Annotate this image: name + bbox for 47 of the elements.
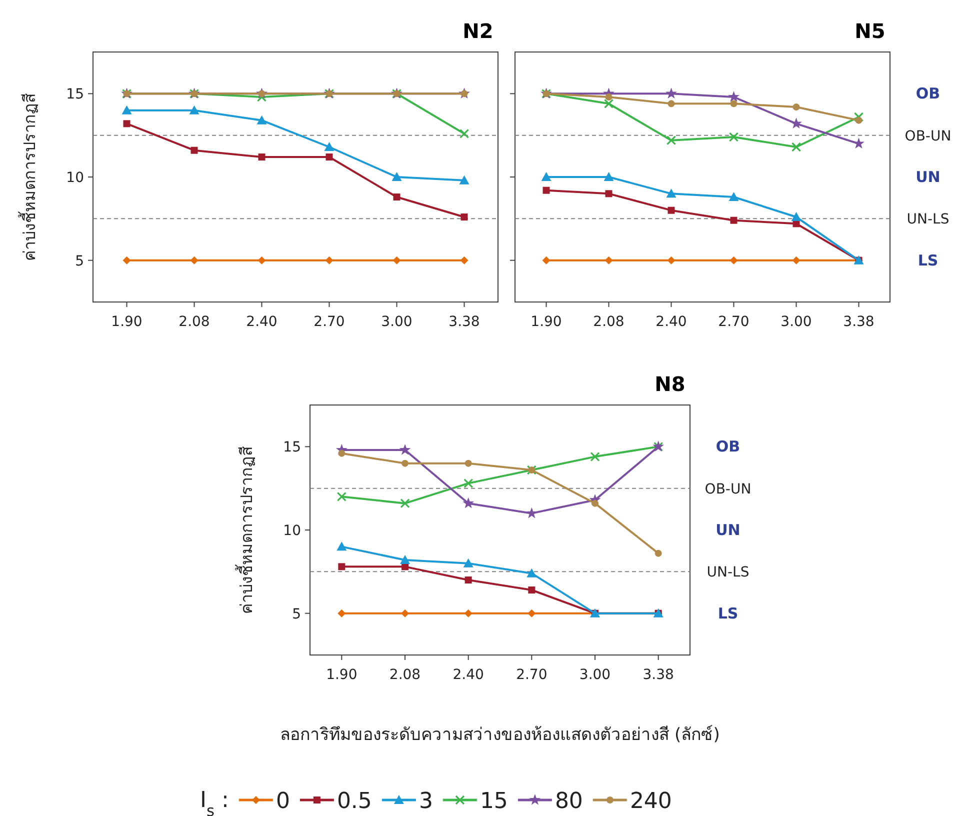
x-tick-label: 2.08 [389,667,421,683]
y-tick-label: 10 [283,523,301,539]
text: LS [718,604,738,622]
x-tick-label: 3.38 [642,667,674,683]
ref-line-label: OB-UN [704,481,752,498]
x-tick-label: 2.08 [178,314,210,330]
x-tick-label: 2.70 [314,314,345,330]
x-tick-label: 2.40 [656,314,687,330]
y-tick-label: 5 [292,606,301,622]
x-tick-label: 2.70 [516,667,548,683]
chart-title: N8 [654,372,686,396]
x-tick-label: 2.40 [246,314,278,330]
legend-label: 240 [630,789,672,814]
text: OB [716,438,740,456]
ref-line-label: OB-UN [904,128,952,144]
x-tick-label: 2.40 [452,667,484,683]
ref-line-label: UN-LS [706,564,750,581]
ref-line-label: UN-LS [906,212,950,228]
y-tick-label: 15 [283,440,301,456]
text: UN [916,168,940,186]
y-axis-title: ค่าบ่งชี้หมดการปรากฏสี [235,446,256,614]
x-axis-title: ลอการิทึมของระดับความสว่างของห้องแสดงตัวอย่างสี (ลักซ์) [280,725,720,745]
legend-label: 15 [480,789,508,814]
x-tick-label: 3.00 [780,314,812,330]
text: LS [918,251,938,270]
x-tick-label: 1.90 [326,667,358,683]
y-tick-label: 10 [66,170,84,186]
text: OB [916,84,940,103]
x-tick-label: 3.38 [448,314,480,330]
legend-label: 3 [418,789,433,814]
legend-label: 0.5 [336,789,372,814]
y-axis-title: ค่าบ่งชี้หมดการปรากฏสี [18,93,39,261]
chart-title: N2 [462,19,494,43]
x-tick-label: 3.38 [843,314,874,330]
legend-title: I$_{s}$ : [200,788,229,816]
x-tick-label: 2.70 [718,314,750,330]
text: UN [716,521,740,539]
y-tick-label: 15 [66,86,84,103]
x-tick-label: 3.00 [381,314,412,330]
x-tick-label: 3.00 [579,667,611,683]
x-tick-label: 2.08 [593,314,624,330]
x-tick-label: 1.90 [530,314,562,330]
y-tick-label: 5 [75,253,84,270]
legend-label: 80 [554,789,583,814]
chart-title: N5 [854,19,886,43]
x-tick-label: 1.90 [111,314,142,330]
legend-label: 0 [276,789,290,814]
